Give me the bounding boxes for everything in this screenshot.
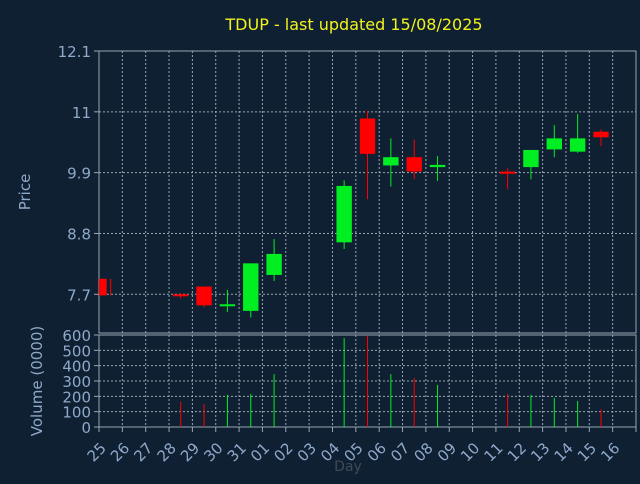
candle-body-28 <box>173 294 189 297</box>
price-tick-label: 9.9 <box>67 165 91 183</box>
price-tick-label: 7.7 <box>67 286 91 304</box>
price-tick-label: 11 <box>72 104 91 122</box>
x-axis-label: Day <box>334 459 362 475</box>
candle-body-06 <box>383 157 399 166</box>
candle-body-13 <box>546 138 562 150</box>
volume-tick-label: 600 <box>62 327 91 345</box>
candle-body-14 <box>569 138 586 152</box>
candle-body-07 <box>406 157 422 172</box>
candle-body-08 <box>429 164 446 168</box>
candle-body-11 <box>499 171 516 174</box>
volume-axis-label: Volume (0000) <box>28 326 46 436</box>
candle-body-30 <box>219 304 236 307</box>
candle-body-05 <box>359 118 376 154</box>
chart-title: TDUP - last updated 15/08/2025 <box>224 15 482 34</box>
volume-tick-label: 500 <box>62 342 91 360</box>
price-tick-label: 8.8 <box>67 225 91 243</box>
candle-body-29 <box>196 286 212 306</box>
volume-tick-label: 100 <box>62 404 91 422</box>
candle-body-15 <box>593 131 609 138</box>
candle-body-04 <box>336 185 352 243</box>
candle-body-25 <box>99 278 107 296</box>
candle-body-31 <box>243 263 259 311</box>
price-frame <box>98 50 637 334</box>
price-tick-label: 12.1 <box>58 43 91 61</box>
volume-tick-label: 400 <box>62 358 91 376</box>
price-panel: 12.1 11 9.9 8.8 7.7 <box>58 43 637 334</box>
volume-tick-label: 0 <box>81 419 91 437</box>
candle-body-12 <box>523 149 539 168</box>
volume-tick-label: 200 <box>62 388 91 406</box>
candle-body-01 <box>266 253 282 275</box>
volume-tick-label: 300 <box>62 373 91 391</box>
price-axis-label: Price <box>16 174 34 211</box>
